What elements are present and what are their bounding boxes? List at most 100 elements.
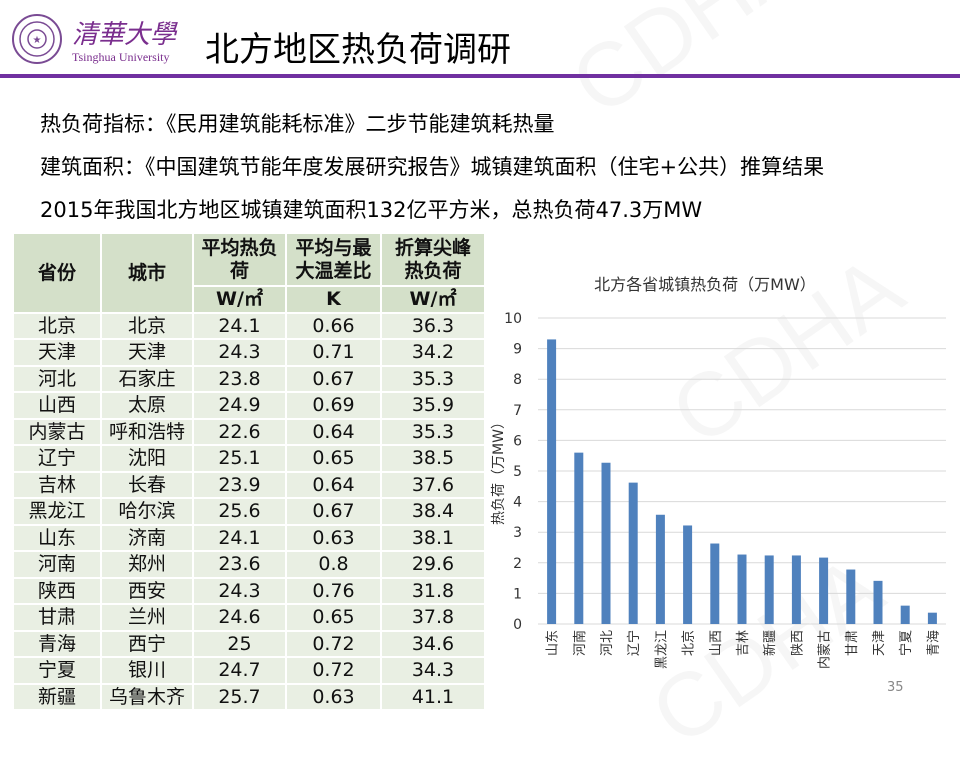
- cell-temp-ratio: 0.65: [285, 444, 382, 473]
- bar: [737, 554, 747, 624]
- y-tick-label: 9: [513, 342, 522, 358]
- y-tick-label: 10: [504, 311, 522, 327]
- x-tick-label: 新疆: [762, 630, 778, 656]
- cell-city: 哈尔滨: [100, 497, 194, 526]
- table-row: 内蒙古 呼和浩特 22.6 0.64 35.3: [12, 417, 486, 446]
- cell-avg-load: 25.6: [192, 497, 287, 526]
- cell-temp-ratio: 0.76: [285, 576, 382, 605]
- cell-city: 西安: [100, 576, 194, 605]
- cell-city: 郑州: [100, 550, 194, 579]
- cell-avg-load: 25: [192, 629, 287, 658]
- y-tick-label: 8: [513, 372, 522, 388]
- y-tick-label: 3: [513, 525, 522, 541]
- cell-peak-load: 35.3: [380, 417, 486, 446]
- x-tick-label: 山东: [546, 630, 561, 656]
- y-axis-label: 热负荷（万MW）: [491, 415, 507, 525]
- cell-province: 山西: [12, 391, 102, 420]
- table-row: 新疆 乌鲁木齐 25.7 0.63 41.1: [12, 682, 486, 711]
- x-tick-label: 河南: [572, 630, 588, 656]
- cell-temp-ratio: 0.64: [285, 417, 382, 446]
- bar: [574, 452, 584, 624]
- cell-province: 山东: [12, 523, 102, 552]
- bar: [900, 605, 910, 624]
- table-row: 天津 天津 24.3 0.71 34.2: [12, 338, 486, 367]
- unit-peak-load: W/㎡: [380, 285, 486, 314]
- cell-province: 黑龙江: [12, 497, 102, 526]
- y-tick-label: 2: [513, 556, 522, 572]
- university-seal-icon: ★: [12, 14, 62, 64]
- bar: [873, 580, 883, 624]
- page-title: 北方地区热负荷调研: [205, 30, 511, 70]
- cell-city: 济南: [100, 523, 194, 552]
- bar: [601, 462, 611, 624]
- bar: [791, 555, 801, 624]
- cell-peak-load: 34.6: [380, 629, 486, 658]
- cell-province: 甘肃: [12, 603, 102, 632]
- cell-province: 天津: [12, 338, 102, 367]
- title-divider: [0, 74, 960, 78]
- cell-province: 陕西: [12, 576, 102, 605]
- cell-avg-load: 23.8: [192, 364, 287, 393]
- heat-load-table: 省份 城市 平均热负荷 平均与最大温差比 折算尖峰热负荷 W/㎡ K W/㎡ 北…: [12, 232, 486, 711]
- y-tick-label: 0: [513, 617, 522, 633]
- bar: [547, 339, 557, 624]
- university-name-cn: 清華大學: [72, 20, 177, 50]
- y-tick-label: 1: [513, 586, 522, 602]
- watermark: CDHA: [554, 0, 822, 137]
- table-row: 河南 郑州 23.6 0.8 29.6: [12, 550, 486, 579]
- table-row: 宁夏 银川 24.7 0.72 34.3: [12, 656, 486, 685]
- table-row: 山东 济南 24.1 0.63 38.1: [12, 523, 486, 552]
- cell-temp-ratio: 0.72: [285, 629, 382, 658]
- text-line-2: 建筑面积：《中国建筑节能年度发展研究报告》城镇建筑面积（住宅+公共）推算结果: [40, 155, 825, 179]
- x-tick-label: 青海: [926, 630, 941, 656]
- cell-avg-load: 24.6: [192, 603, 287, 632]
- university-logo: ★ 清華大學 Tsinghua University: [10, 12, 195, 68]
- cell-city: 天津: [100, 338, 194, 367]
- cell-city: 西宁: [100, 629, 194, 658]
- cell-avg-load: 24.1: [192, 523, 287, 552]
- text-line-3: 2015年我国北方地区城镇建筑面积132亿平方米，总热负荷47.3万MW: [40, 198, 703, 222]
- cell-temp-ratio: 0.67: [285, 364, 382, 393]
- cell-temp-ratio: 0.71: [285, 338, 382, 367]
- cell-temp-ratio: 0.64: [285, 470, 382, 499]
- cell-peak-load: 36.3: [380, 311, 486, 340]
- table-row: 辽宁 沈阳 25.1 0.65 38.5: [12, 444, 486, 473]
- header-province: 省份: [12, 232, 102, 314]
- svg-text:★: ★: [33, 35, 42, 46]
- bar: [927, 612, 937, 624]
- cell-temp-ratio: 0.67: [285, 497, 382, 526]
- cell-avg-load: 24.7: [192, 656, 287, 685]
- cell-avg-load: 24.3: [192, 576, 287, 605]
- text-line-1: 热负荷指标：《民用建筑能耗标准》二步节能建筑耗热量: [40, 112, 555, 136]
- table-row: 黑龙江 哈尔滨 25.6 0.67 38.4: [12, 497, 486, 526]
- table-row: 青海 西宁 25 0.72 34.6: [12, 629, 486, 658]
- cell-city: 沈阳: [100, 444, 194, 473]
- cell-temp-ratio: 0.8: [285, 550, 382, 579]
- y-tick-label: 4: [513, 495, 522, 511]
- cell-temp-ratio: 0.72: [285, 656, 382, 685]
- y-tick-label: 6: [513, 433, 522, 449]
- x-tick-label: 陕西: [790, 630, 805, 656]
- cell-temp-ratio: 0.63: [285, 523, 382, 552]
- cell-peak-load: 37.6: [380, 470, 486, 499]
- cell-city: 北京: [100, 311, 194, 340]
- cell-peak-load: 34.3: [380, 656, 486, 685]
- header-city: 城市: [100, 232, 194, 314]
- header-peak-load: 折算尖峰热负荷: [380, 232, 486, 287]
- cell-province: 内蒙古: [12, 417, 102, 446]
- bar: [655, 514, 665, 624]
- bar: [764, 555, 774, 624]
- cell-peak-load: 38.5: [380, 444, 486, 473]
- cell-peak-load: 41.1: [380, 682, 486, 711]
- cell-temp-ratio: 0.69: [285, 391, 382, 420]
- cell-city: 长春: [100, 470, 194, 499]
- cell-peak-load: 35.9: [380, 391, 486, 420]
- cell-province: 吉林: [12, 470, 102, 499]
- x-tick-label: 河北: [600, 630, 615, 656]
- cell-peak-load: 37.8: [380, 603, 486, 632]
- x-tick-label: 北京: [682, 630, 697, 656]
- cell-avg-load: 22.6: [192, 417, 287, 446]
- table-row: 陕西 西安 24.3 0.76 31.8: [12, 576, 486, 605]
- cell-peak-load: 31.8: [380, 576, 486, 605]
- cell-avg-load: 23.6: [192, 550, 287, 579]
